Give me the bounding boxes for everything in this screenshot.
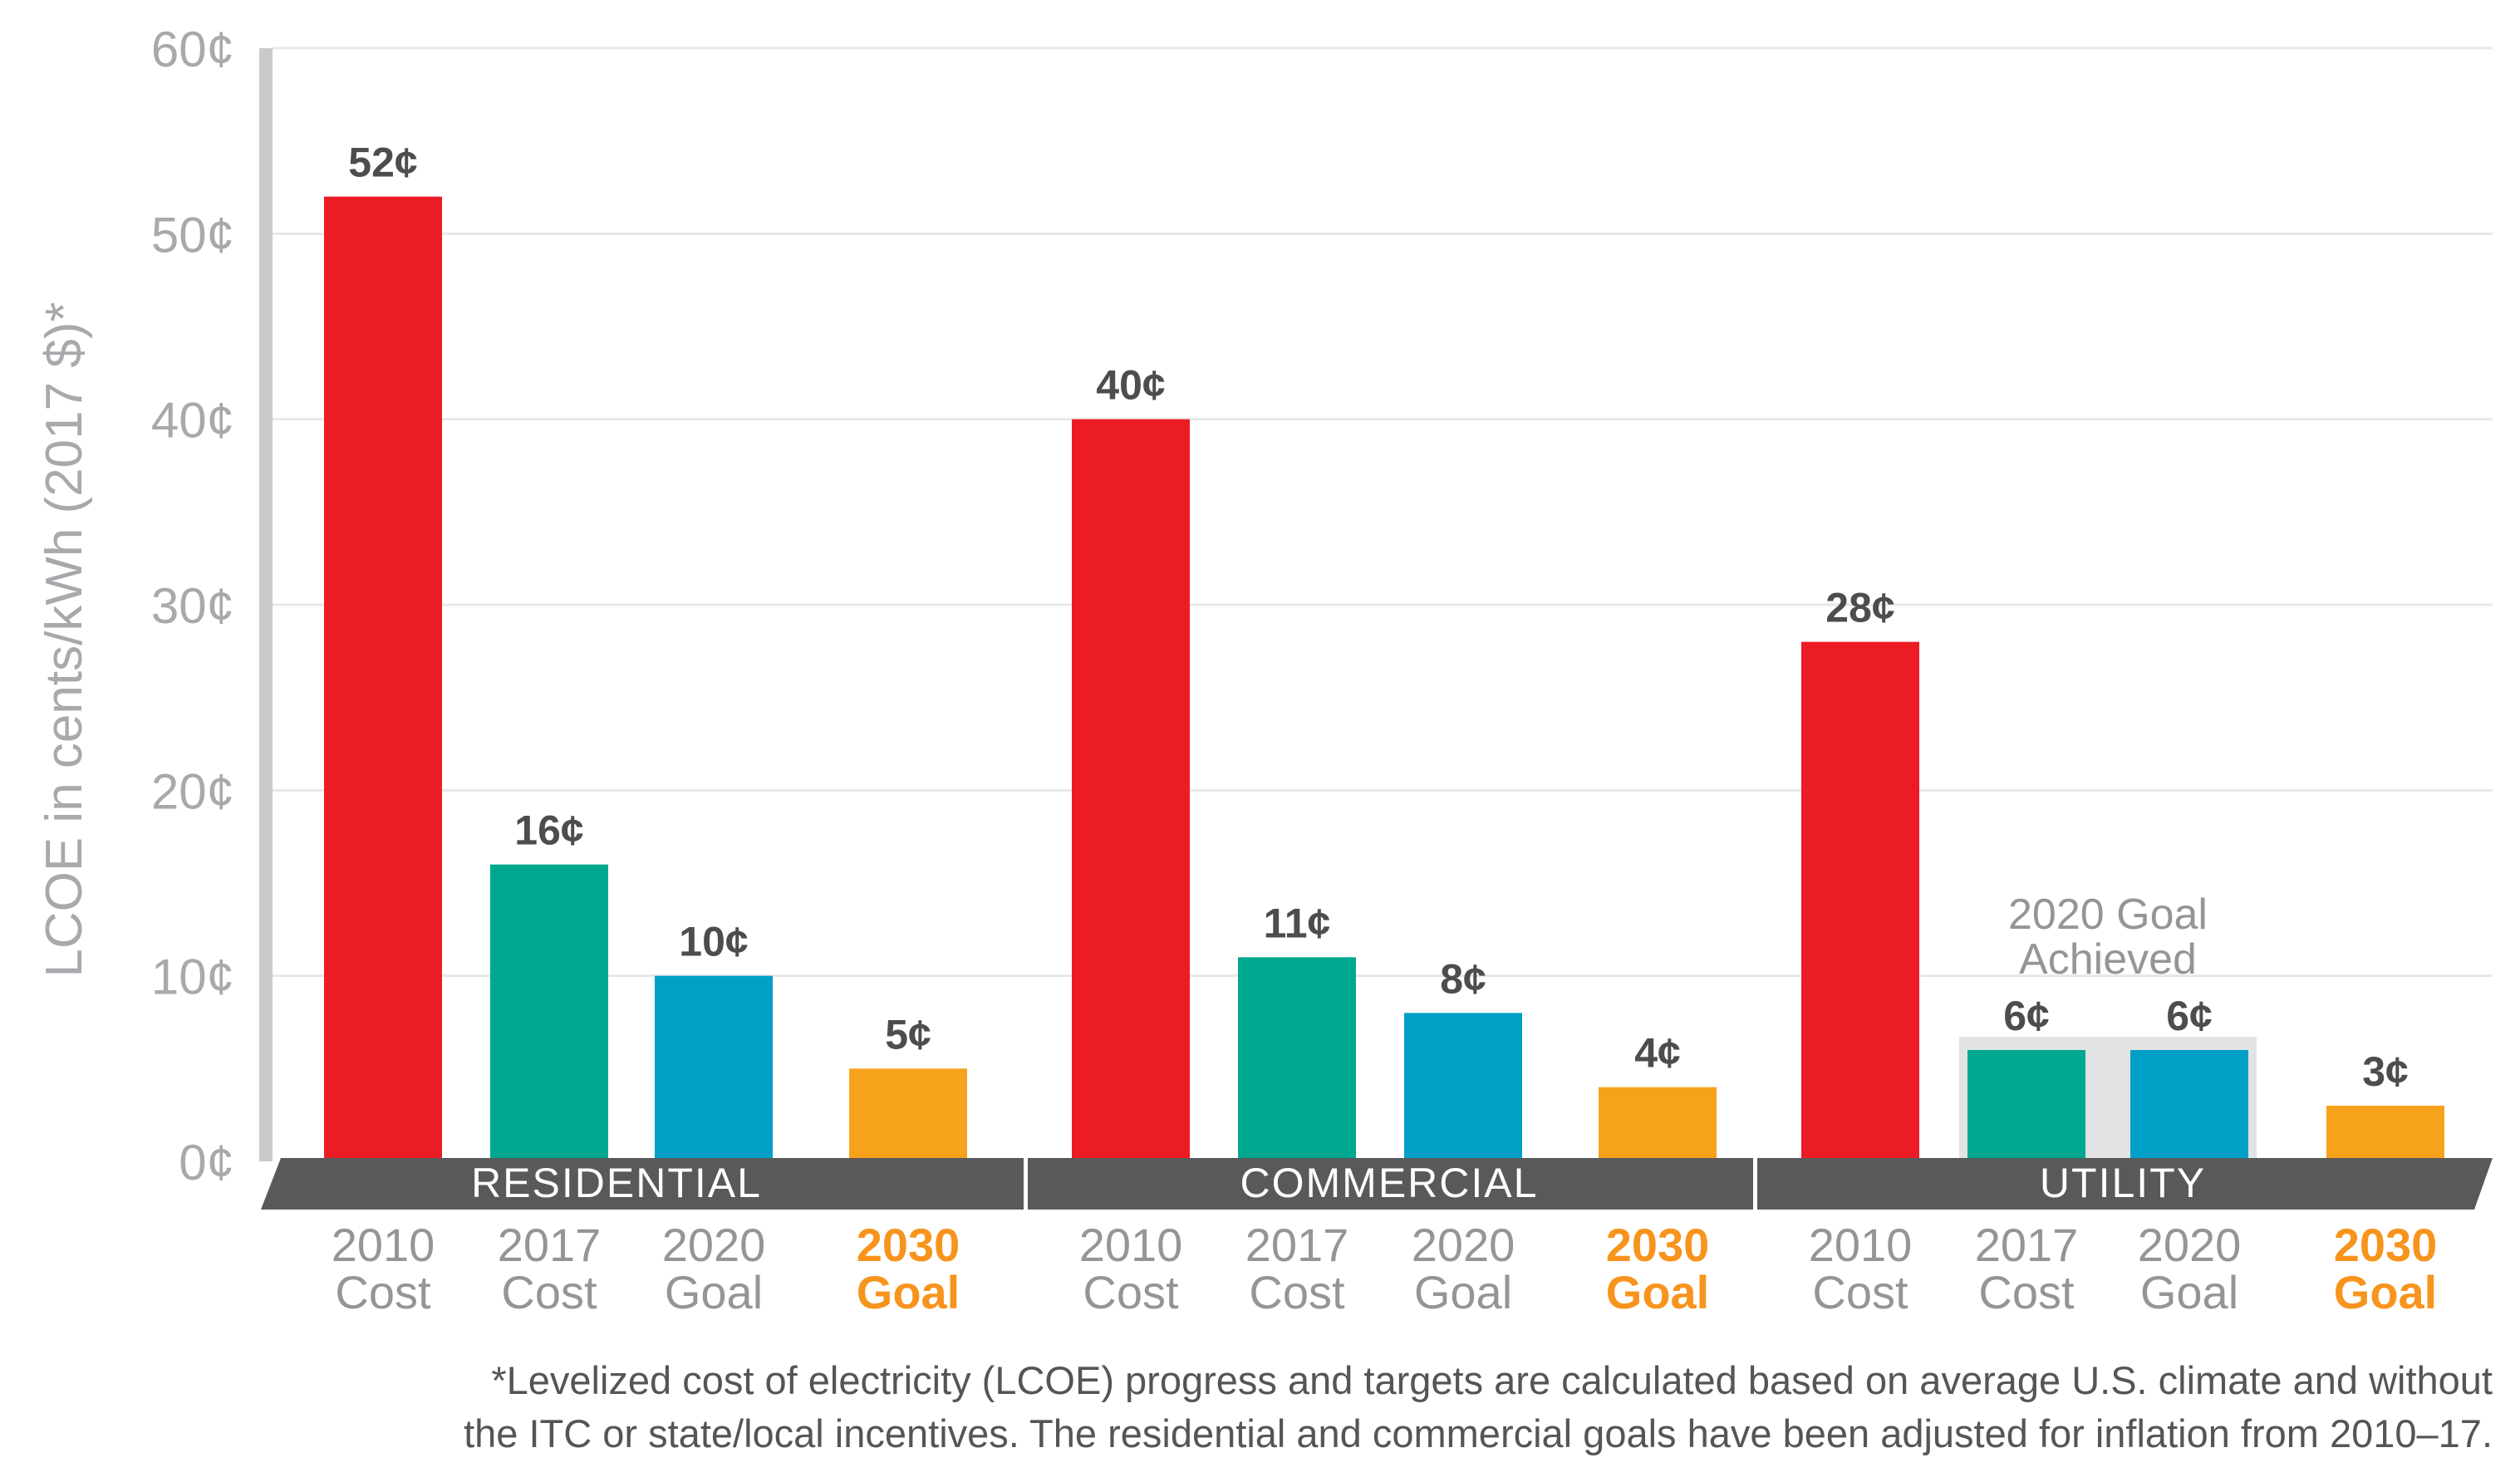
sector-divider (1753, 1158, 1757, 1210)
bar-value-label: 4¢ (1634, 1030, 1681, 1077)
category-label-line-1: 2020 (2138, 1219, 2242, 1271)
category-label-line-2: Goal (1606, 1266, 1709, 1318)
y-tick-label: 20¢ (151, 763, 234, 819)
bar-value-label: 5¢ (885, 1011, 931, 1058)
bar-utility-3 (2326, 1106, 2444, 1161)
goal-achieved-line-2: Achieved (2019, 935, 2197, 984)
category-label-line-2: Cost (1978, 1266, 2075, 1318)
y-tick-label: 30¢ (151, 578, 234, 634)
category-label-line-2: Goal (665, 1266, 763, 1318)
bar-utility-2 (2130, 1050, 2248, 1161)
sector-label-commercial: COMMERCIAL (1240, 1160, 1539, 1206)
sector-label-utility: UTILITY (2040, 1160, 2206, 1206)
goal-achieved-line-1: 2020 Goal (2008, 891, 2208, 939)
category-label-line-1: 2020 (662, 1219, 766, 1271)
bar-value-label: 8¢ (1440, 955, 1486, 1002)
category-label-line-2: Goal (1414, 1266, 1512, 1318)
bars: 52¢ 16¢ 10¢ 5¢ 40¢ 11¢ 8¢ 4¢ 28¢ 6¢ 6¢ 3¢ (324, 140, 2444, 1162)
category-label-line-2: Cost (1812, 1266, 1908, 1318)
x-axis-category-labels: 2010Cost2017Cost2020Goal2030Goal2010Cost… (332, 1219, 2438, 1318)
bar-value-label: 52¢ (348, 140, 417, 186)
bar-value-label: 10¢ (679, 919, 748, 965)
footnote: *Levelized cost of electricity (LCOE) pr… (33, 1354, 2493, 1460)
category-label-line-2: Goal (857, 1266, 960, 1318)
bar-commercial-3 (1599, 1087, 1717, 1161)
category-label-line-2: Cost (335, 1266, 431, 1318)
category-label-line-2: Goal (2334, 1266, 2437, 1318)
y-tick-label: 0¢ (179, 1135, 234, 1190)
bar-value-label: 16¢ (514, 807, 583, 854)
bar-utility-0 (1801, 641, 1919, 1161)
category-label-line-1: 2010 (332, 1219, 435, 1271)
footnote-line-1: *Levelized cost of electricity (LCOE) pr… (491, 1358, 2493, 1402)
sector-band (261, 1158, 2493, 1210)
category-label-line-1: 2030 (1606, 1219, 1710, 1271)
category-label-line-1: 2017 (1245, 1219, 1349, 1271)
y-tick-label: 50¢ (151, 207, 234, 263)
bar-value-label: 28¢ (1825, 585, 1894, 631)
category-label-line-1: 2030 (857, 1219, 960, 1271)
bar-residential-1 (490, 864, 608, 1161)
bar-value-label: 40¢ (1096, 362, 1165, 409)
category-label-line-1: 2030 (2334, 1219, 2438, 1271)
category-label-line-2: Cost (1249, 1266, 1345, 1318)
bar-value-label: 6¢ (2003, 993, 2050, 1039)
sector-divider (1024, 1158, 1028, 1210)
bar-utility-1 (1967, 1050, 2085, 1161)
bar-commercial-1 (1238, 957, 1356, 1161)
category-label-line-1: 2010 (1809, 1219, 1913, 1271)
bar-value-label: 6¢ (2166, 993, 2213, 1039)
bar-commercial-2 (1404, 1013, 1522, 1161)
footnote-line-2: the ITC or state/local incentives. The r… (464, 1411, 2493, 1455)
category-label-line-1: 2020 (1412, 1219, 1515, 1271)
bar-residential-3 (849, 1068, 967, 1161)
gridlines (273, 47, 2493, 978)
sector-bands: RESIDENTIAL COMMERCIAL UTILITY (261, 1158, 2493, 1210)
lcoe-bar-chart: 0¢ 10¢ 20¢ 30¢ 40¢ 50¢ 60¢ LCOE in cents/kWh (… (36, 22, 2493, 1318)
y-axis-line (259, 48, 273, 1161)
bar-residential-2 (655, 975, 773, 1161)
y-axis-ticks: 0¢ 10¢ 20¢ 30¢ 40¢ 50¢ 60¢ (151, 22, 234, 1190)
bar-commercial-0 (1072, 419, 1190, 1162)
category-label-line-2: Cost (1083, 1266, 1179, 1318)
bar-value-label: 3¢ (2362, 1048, 2409, 1095)
y-tick-label: 10¢ (151, 950, 234, 1005)
category-label-line-1: 2017 (498, 1219, 602, 1271)
category-label-line-2: Cost (501, 1266, 597, 1318)
category-label-line-2: Goal (2140, 1266, 2238, 1318)
y-tick-label: 40¢ (151, 393, 234, 449)
sector-label-residential: RESIDENTIAL (471, 1160, 762, 1206)
y-axis-label: LCOE in cents/kWh (2017 $)* (36, 302, 93, 977)
category-label-line-1: 2017 (1975, 1219, 2079, 1271)
y-tick-label: 60¢ (151, 22, 234, 77)
bar-value-label: 11¢ (1264, 900, 1331, 946)
bar-residential-0 (324, 196, 442, 1162)
category-label-line-1: 2010 (1079, 1219, 1183, 1271)
